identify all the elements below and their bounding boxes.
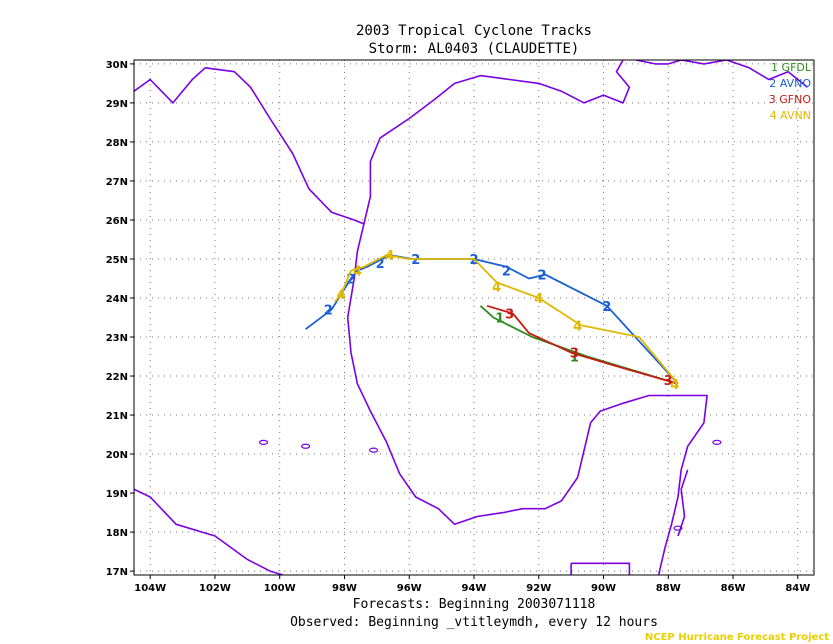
island-outline: [258, 439, 269, 445]
track-marker-avno: 2: [324, 304, 333, 319]
x-tick-label: 100W: [264, 583, 296, 594]
y-tick-label: 23N: [106, 333, 128, 344]
y-tick-label: 20N: [106, 450, 128, 461]
legend-entry-gfdl: 1 GFDL: [771, 61, 812, 74]
y-tick-label: 25N: [106, 255, 128, 266]
y-tick-label: 29N: [106, 99, 128, 110]
legend-entry-avnn: 4 AVNN: [770, 109, 811, 122]
coastline: [363, 60, 631, 225]
axes: 104W 102W 100W 98W 96W 94W 92W 90W 88W 86W 84W 17N 1…: [106, 60, 811, 594]
track-marker-avnn: 4: [492, 280, 501, 295]
y-tick-label: 24N: [106, 294, 128, 305]
track-marker-avno: 2: [602, 300, 611, 315]
observed-caption: Observed: Beginning _vtitleymdh, every 1…: [290, 615, 658, 630]
grid: [134, 60, 814, 575]
island-outline: [673, 525, 683, 531]
credit-text: NCEP Hurricane Forecast Project: [645, 632, 829, 643]
x-tick-label: 98W: [332, 583, 357, 594]
x-tick-label: 94W: [462, 583, 487, 594]
x-tick-label: 88W: [656, 583, 681, 594]
track-marker-gfno: 3: [570, 347, 579, 362]
legend-entry-gfno: 3 GFNO: [769, 93, 812, 106]
y-tick-label: 19N: [106, 489, 128, 500]
track-marker-avno: 2: [502, 265, 511, 280]
track-marker-gfno: 3: [505, 308, 514, 323]
y-tick-label: 17N: [106, 567, 128, 578]
track-marker-gfno: 3: [664, 374, 673, 389]
island-outline: [712, 439, 722, 445]
track-marker-avnn: 4: [385, 249, 394, 264]
plot-frame: [133, 59, 815, 576]
island-outline: [369, 447, 379, 453]
track-marker-avnn: 4: [337, 288, 346, 303]
track-gfno: 3 3 3: [486, 304, 679, 389]
track-line-gfno: [486, 304, 679, 385]
y-tick-label: 21N: [106, 411, 128, 422]
x-tick-label: 96W: [397, 583, 422, 594]
legend-entry-avno: 2 AVNO: [769, 77, 811, 90]
track-marker-avno: 2: [376, 257, 385, 272]
coastline: [134, 488, 284, 575]
coastline-map: [134, 60, 809, 575]
y-tick-label: 26N: [106, 216, 128, 227]
track-marker-avnn: 4: [353, 265, 362, 280]
chart-subtitle: Storm: AL0403 (CLAUDETTE): [369, 41, 580, 57]
track-marker-avno: 2: [537, 269, 546, 284]
track-marker-avnn: 4: [573, 319, 582, 334]
y-tick-label: 30N: [106, 60, 128, 71]
track-marker-avnn: 4: [670, 378, 679, 393]
coastline: [635, 60, 809, 88]
track-line-avnn: [334, 254, 679, 385]
coastline: [571, 562, 631, 575]
track-marker-avno: 2: [469, 253, 478, 268]
x-tick-label: 86W: [721, 583, 746, 594]
x-tick-label: 104W: [134, 583, 166, 594]
chart-title: 2003 Tropical Cyclone Tracks: [356, 23, 592, 39]
forecast-start-caption: Forecasts: Beginning 2003071118: [353, 597, 596, 612]
track-marker-gfdl: 1: [570, 351, 579, 366]
coastline: [134, 67, 708, 575]
y-tick-label: 27N: [106, 177, 128, 188]
track-marker-gfdl: 1: [495, 312, 504, 327]
x-tick-label: 92W: [526, 583, 551, 594]
x-tick-label: 90W: [591, 583, 616, 594]
y-tick-label: 28N: [106, 138, 128, 149]
legend: 1 GFDL 2 AVNO 3 GFNO 4 AVNN: [769, 61, 812, 122]
x-tick-label: 84W: [785, 583, 810, 594]
island-outline: [301, 443, 311, 449]
track-marker-avno: 2: [411, 253, 420, 268]
track-marker-avnn: 4: [534, 292, 543, 307]
x-tick-label: 102W: [199, 583, 231, 594]
track-marker-avno: 2: [346, 272, 355, 287]
y-tick-label: 22N: [106, 372, 128, 383]
y-tick-label: 18N: [106, 528, 128, 539]
